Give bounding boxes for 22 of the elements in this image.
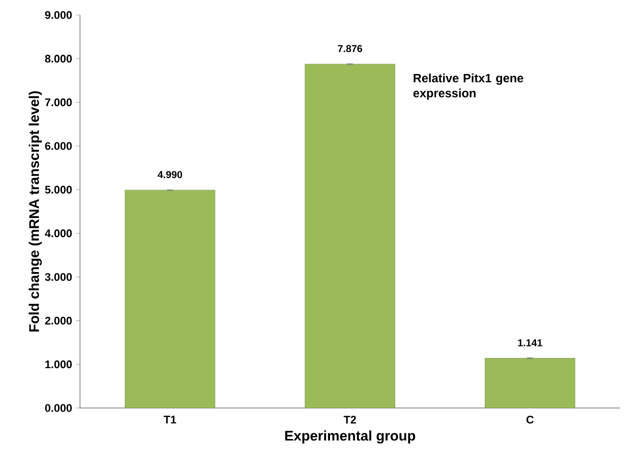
x-tick-label: T1: [164, 416, 176, 424]
y-tick-label: 3.000: [44, 273, 72, 281]
data-label: 1.141: [518, 339, 542, 346]
y-tick-label: 5.000: [45, 186, 72, 194]
y-tick-label: 7.000: [45, 98, 72, 106]
y-tick-label: 8.000: [45, 54, 72, 63]
x-axis-title: Experimental group: [285, 430, 416, 444]
y-tick-label: 6.000: [45, 142, 72, 150]
y-tick-label: 1.000: [45, 360, 72, 368]
y-tick-label: 0.000: [45, 404, 72, 412]
annotation: Relative Pitx1 gene expression: [413, 74, 524, 100]
x-tick-label: C: [526, 416, 534, 424]
y-tick-label: 9.000: [45, 11, 72, 19]
data-label: 4.990: [158, 171, 182, 178]
y-tick-label: 4.000: [44, 229, 72, 238]
bar: [484, 358, 576, 408]
y-tick-label: 2.000: [45, 316, 72, 325]
bar: [124, 190, 216, 408]
data-label: 7.876: [338, 45, 362, 52]
bar: [304, 64, 396, 408]
x-tick-label: T2: [344, 416, 356, 424]
y-axis-title: Fold change (mRNA transcript level): [28, 91, 42, 332]
